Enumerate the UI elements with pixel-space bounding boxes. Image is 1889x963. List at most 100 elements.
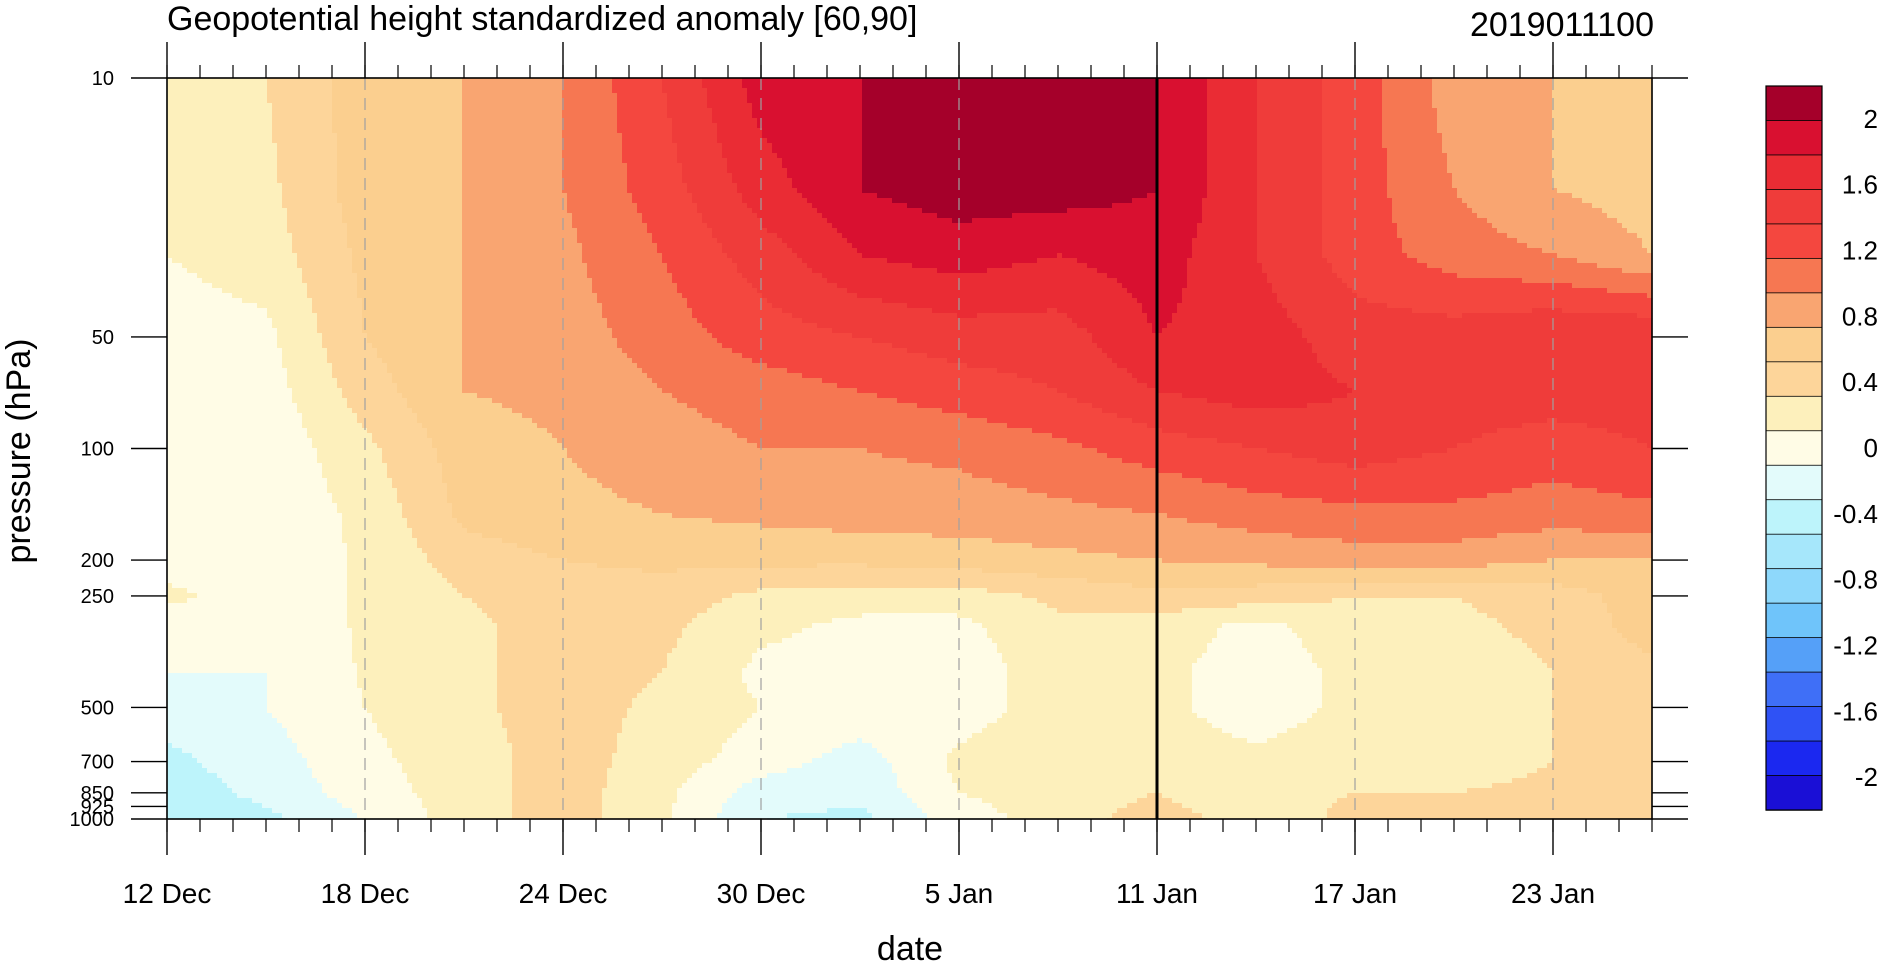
field-cell [1157,83,1208,89]
field-cell [1117,808,1193,814]
field-cell [857,293,1133,299]
field-cell [682,163,728,169]
field-cell [497,693,638,699]
field-cell [167,478,328,484]
field-cell [167,743,173,749]
field-cell [387,363,463,369]
field-cell [1442,138,1553,144]
colorbar-swatch [1765,395,1823,432]
field-cell [1202,213,1258,219]
field-cell [1257,118,1323,124]
field-cell [167,683,268,689]
field-cell [1477,608,1608,614]
field-cell [167,628,353,634]
field-cell [1557,188,1653,194]
field-cell [512,803,603,809]
field-cell [307,763,403,769]
field-cell [167,403,298,409]
field-cell [1157,158,1208,164]
field-cell [322,783,413,789]
field-cell [972,473,1183,479]
field-cell [1397,458,1653,464]
field-cell [1552,148,1653,154]
field-cell [1437,113,1553,119]
field-cell [747,98,863,104]
field-cell [1322,208,1393,214]
field-cell [742,353,928,359]
field-cell [1322,98,1383,104]
field-cell [1392,203,1468,209]
field-cell [342,518,408,524]
field-cell [167,173,278,179]
field-cell [442,573,1038,579]
field-cell [462,228,578,234]
field-cell [752,103,863,109]
colorbar-swatch [1765,189,1823,225]
field-cell [387,743,513,749]
field-cell [462,93,563,99]
field-cell [322,333,368,339]
colorbar-swatch [1765,499,1823,535]
field-cell [1442,268,1623,274]
field-cell [167,103,273,109]
field-cell [792,313,958,319]
field-cell [167,293,233,299]
field-cell [297,408,353,414]
field-cell [462,88,563,94]
field-cell [862,123,1158,129]
field-cell [222,778,318,784]
field-cell [667,108,713,114]
field-cell [332,128,463,134]
field-cell [452,508,653,514]
field-cell [1382,128,1438,134]
field-cell [1512,488,1598,494]
colorbar-swatch [1765,706,1823,742]
field-cell [272,123,333,129]
field-cell [167,548,348,554]
field-cell [727,163,783,169]
field-cell [167,733,288,739]
field-cell [347,618,493,624]
field-cell [357,293,463,299]
field-cell [167,288,223,294]
field-cell [847,288,1128,294]
field-cell [1522,423,1588,429]
field-cell [862,188,1158,194]
field-cell [167,308,268,314]
field-cell [462,323,608,329]
field-cell [972,733,1233,739]
field-cell [412,408,513,414]
field-cell [862,113,1158,119]
field-cell [1122,458,1318,464]
field-cell [1207,118,1258,124]
field-cell [1532,308,1563,314]
field-cell [462,288,593,294]
field-cell [1047,603,1238,609]
field-cell [677,143,723,149]
field-cell [862,143,1158,149]
field-cell [862,613,958,619]
field-cell [1157,93,1208,99]
field-cell [737,788,903,794]
field-cell [1157,468,1653,474]
field-cell [787,243,853,249]
field-cell [1477,213,1608,219]
field-cell [1347,383,1653,389]
field-cell [167,453,318,459]
field-cell [1467,788,1653,794]
field-cell [297,253,353,259]
field-cell [322,463,388,469]
field-cell [187,598,348,604]
field-cell [727,738,858,744]
field-cell [627,353,743,359]
field-cell [637,693,753,699]
field-cell [512,793,603,799]
field-cell [737,728,983,734]
field-cell [1542,658,1653,664]
field-cell [572,223,648,229]
field-cell [1192,683,1323,689]
field-cell [707,223,763,229]
field-cell [1207,188,1258,194]
field-cell [702,763,803,769]
field-cell [627,708,758,714]
